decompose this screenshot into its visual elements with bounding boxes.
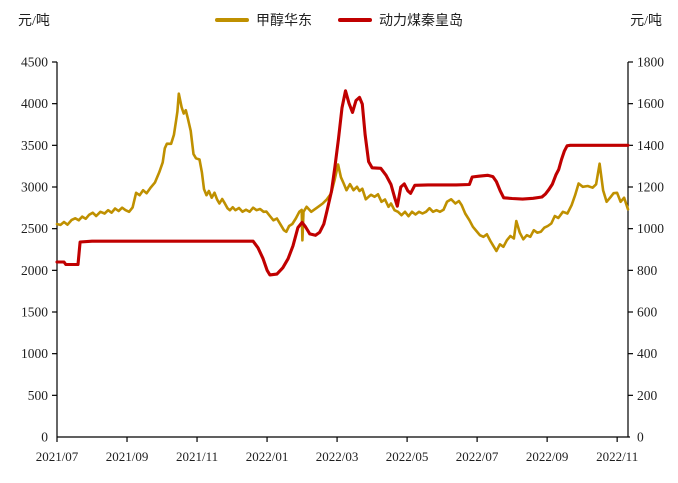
x-tick-label: 2022/09 <box>526 449 569 464</box>
left-axis-unit-label: 元/吨 <box>18 14 50 29</box>
y-right-tick-label: 0 <box>637 430 644 445</box>
y-right-tick-label: 800 <box>637 263 658 278</box>
right-axis-unit-label: 元/吨 <box>630 14 662 29</box>
y-right-tick-label: 1800 <box>637 55 664 70</box>
y-right-tick-label: 1600 <box>637 96 664 111</box>
x-tick-label: 2022/03 <box>316 449 359 464</box>
y-left-tick-label: 500 <box>28 388 49 403</box>
y-left-tick-label: 2500 <box>21 221 48 236</box>
legend-label-methanol: 甲醇华东 <box>256 14 312 29</box>
x-tick-label: 2022/11 <box>596 449 638 464</box>
x-tick-label: 2021/07 <box>36 449 79 464</box>
legend-item-coal: 动力煤秦皇岛 <box>338 10 463 30</box>
series-line-methanol <box>55 92 630 253</box>
coal-line-swatch <box>338 18 372 22</box>
methanol-line-swatch <box>215 18 249 22</box>
y-right-tick-label: 600 <box>637 305 658 320</box>
y-left-tick-label: 4000 <box>21 96 48 111</box>
y-right-tick-label: 1400 <box>637 138 664 153</box>
y-left-tick-label: 1500 <box>21 305 48 320</box>
y-left-tick-label: 2000 <box>21 263 48 278</box>
legend-item-methanol: 甲醇华东 <box>215 10 312 30</box>
y-left-tick-label: 4500 <box>21 55 48 70</box>
x-tick-label: 2022/07 <box>456 449 499 464</box>
axes: 0 500 1000 1500 2000 2500 3000 3500 4000 4500 0 200… <box>21 55 664 465</box>
y-right-tick-label: 1200 <box>637 180 664 195</box>
y-left-tick-label: 3000 <box>21 180 48 195</box>
y-left-tick-label: 3500 <box>21 138 48 153</box>
chart-legend: 甲醇华东 动力煤秦皇岛 <box>0 10 678 30</box>
y-left-tick-label: 0 <box>41 430 48 445</box>
y-right-tick-label: 400 <box>637 346 658 361</box>
y-right-tick-label: 200 <box>637 388 658 403</box>
legend-label-coal: 动力煤秦皇岛 <box>379 14 463 29</box>
y-right-tick-label: 1000 <box>637 221 664 236</box>
x-tick-label: 2021/09 <box>106 449 149 464</box>
x-tick-label: 2021/11 <box>176 449 218 464</box>
series-line-coal <box>55 89 630 277</box>
y-left-tick-label: 1000 <box>21 346 48 361</box>
x-tick-label: 2022/05 <box>386 449 429 464</box>
x-tick-label: 2022/01 <box>246 449 289 464</box>
